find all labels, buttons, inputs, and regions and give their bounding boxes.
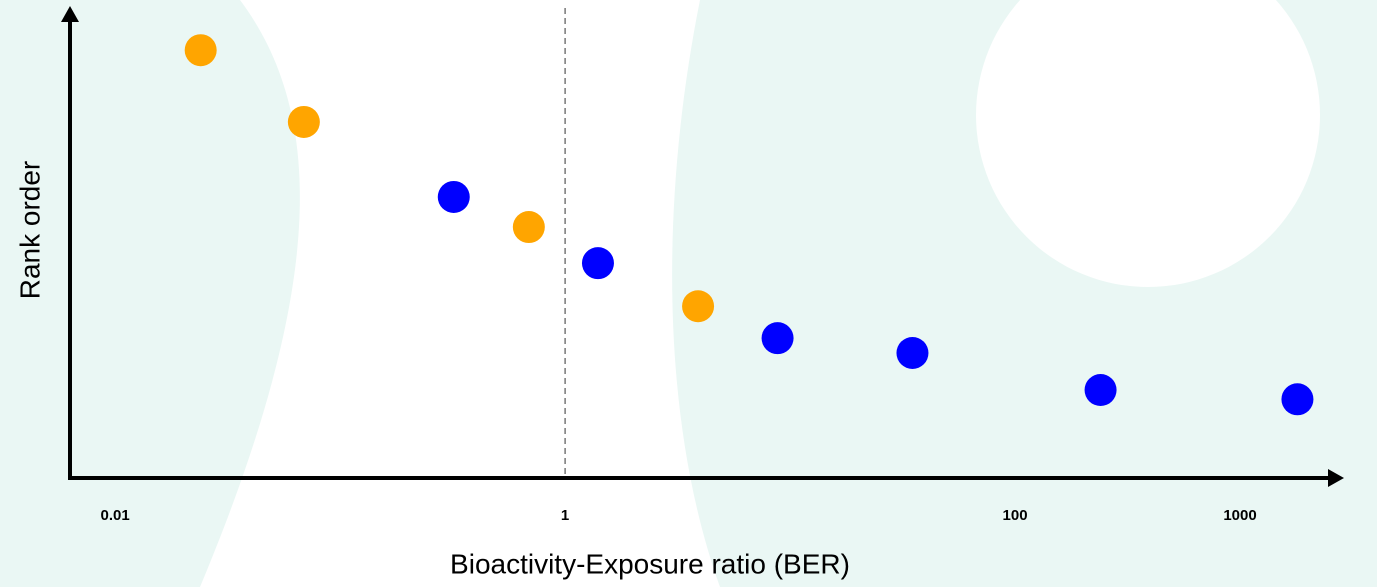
chart: Bioactivity-Exposure ratio (BER) Rank or…: [0, 0, 1377, 587]
point: [582, 247, 614, 279]
point: [682, 290, 714, 322]
point: [185, 34, 217, 66]
point: [896, 337, 928, 369]
x-tick-label: 1000: [1223, 507, 1256, 524]
x-tick-label: 100: [1003, 507, 1028, 524]
x-tick-label: 0.01: [101, 507, 130, 524]
point: [438, 181, 470, 213]
point: [288, 106, 320, 138]
x-tick-label: 1: [561, 507, 569, 524]
y-axis-title: Rank order: [14, 161, 45, 300]
x-axis-title: Bioactivity-Exposure ratio (BER): [450, 548, 850, 579]
point: [762, 322, 794, 354]
point: [1281, 383, 1313, 415]
point: [1085, 374, 1117, 406]
point: [513, 211, 545, 243]
